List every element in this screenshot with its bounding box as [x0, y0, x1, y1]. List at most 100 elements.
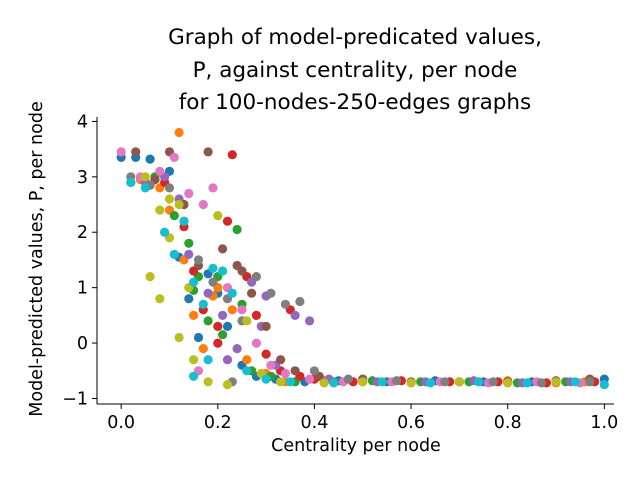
data-point-s4-p19 [222, 355, 233, 365]
data-point-s1-p5 [198, 344, 208, 354]
data-point-s0-p9 [222, 321, 233, 331]
axes [96, 117, 614, 405]
data-point-s7-p14 [392, 376, 402, 386]
chart-title-line-2: P, against centrality, per node [193, 58, 518, 83]
data-point-s7-p9 [266, 288, 276, 298]
data-point-s8-p16 [406, 378, 416, 388]
data-point-s7-p17 [536, 378, 547, 388]
data-point-s2-p3 [184, 238, 194, 248]
data-point-s8-p0 [140, 172, 150, 182]
data-point-s9-p21 [599, 380, 609, 390]
data-point-s5-p0 [131, 147, 141, 157]
data-point-s6-p12 [305, 374, 315, 384]
data-point-s6-p4 [184, 188, 194, 199]
data-point-s2-p6 [218, 330, 228, 340]
data-point-s6-p5 [198, 199, 208, 210]
data-point-s9-p9 [227, 288, 237, 298]
chart-title: Graph of model-predicated values, P, aga… [168, 25, 542, 115]
data-point-s9-p8 [218, 266, 228, 276]
data-point-s8-p1 [155, 205, 165, 215]
data-point-s2-p7 [232, 224, 242, 235]
data-point-s8-p10 [222, 380, 233, 390]
data-point-s4-p11 [305, 316, 315, 326]
y-axis-label: Model-predicted values, P, per node [27, 101, 47, 416]
chart-title-line-1: Graph of model-predicated values, [168, 25, 542, 50]
y-tick-label: 1 [77, 279, 88, 299]
x-tick-label: 0.2 [204, 413, 232, 433]
data-point-s8-p13 [276, 377, 286, 387]
data-point-s4-p3 [184, 249, 194, 259]
data-point-s0-p6 [193, 332, 204, 343]
chart-title-line-3: for 100-nodes-250-edges graphs [179, 90, 532, 115]
data-point-s7-p4 [193, 255, 204, 265]
data-point-s3-p10 [261, 349, 271, 359]
data-point-s9-p18 [474, 377, 484, 387]
data-point-s9-p6 [198, 299, 208, 309]
data-point-s5-p10 [276, 355, 286, 365]
data-point-s8-p4 [145, 272, 155, 282]
data-point-s6-p2 [155, 166, 165, 176]
data-point-s3-p5 [213, 338, 223, 348]
data-point-s8-p18 [503, 378, 513, 388]
data-point-s1-p18 [174, 127, 184, 138]
data-point-s7-p10 [280, 299, 290, 309]
data-point-s5-p11 [290, 366, 300, 376]
data-point-s8-p11 [242, 316, 252, 326]
data-point-s8-p19 [551, 377, 561, 387]
data-point-s8-p8 [203, 377, 213, 387]
data-point-s6-p3 [169, 152, 179, 162]
data-point-s0-p2 [145, 154, 155, 164]
x-tick-label: 0.6 [397, 413, 425, 433]
data-point-s7-p12 [309, 366, 319, 376]
data-point-s6-p9 [251, 338, 261, 348]
data-point-s6-p0 [116, 147, 126, 157]
data-point-s9-p1 [140, 183, 150, 193]
x-tick-label: 0.0 [107, 413, 135, 433]
data-point-s8-p14 [319, 378, 329, 388]
x-tick-label: 1.0 [590, 413, 618, 433]
y-tick-label: 4 [77, 112, 88, 132]
data-point-s9-p0 [126, 177, 136, 187]
data-point-s8-p7 [189, 355, 199, 365]
data-point-s5-p5 [203, 147, 213, 157]
data-point-s8-p3 [174, 199, 184, 210]
data-point-s9-p17 [425, 378, 435, 388]
x-tick-label: 0.4 [301, 413, 329, 433]
data-point-s3-p7 [227, 150, 237, 160]
data-point-s6-p10 [266, 360, 276, 370]
data-point-s8-p5 [155, 294, 165, 304]
data-point-s9-p20 [570, 377, 580, 387]
data-point-s3-p9 [251, 310, 261, 320]
data-point-s4-p6 [232, 344, 242, 354]
y-tick-label: 2 [77, 223, 88, 243]
data-point-s1-p4 [189, 310, 199, 320]
data-point-s9-p12 [242, 366, 252, 376]
data-point-s9-p14 [285, 377, 295, 387]
y-ticks: −1 0 1 2 3 4 [62, 112, 97, 409]
data-point-s8-p17 [454, 377, 464, 387]
x-ticks: 0.0 0.2 0.4 0.6 0.8 1.0 [107, 404, 618, 433]
data-point-s2-p2 [169, 211, 179, 221]
y-tick-label: −1 [62, 389, 88, 409]
data-point-s9-p13 [261, 374, 271, 384]
data-point-s5-p19 [237, 266, 247, 276]
data-point-s6-p8 [237, 305, 247, 315]
plot-points [116, 127, 609, 390]
data-point-s8-p15 [358, 377, 368, 387]
x-tick-label: 0.8 [494, 413, 522, 433]
data-point-s9-p7 [208, 263, 218, 273]
data-point-s9-p5 [189, 277, 199, 287]
data-point-s3-p21 [213, 321, 223, 331]
data-point-s8-p6 [174, 332, 184, 343]
data-point-s7-p2 [164, 183, 175, 193]
data-point-s7-p11 [295, 296, 305, 307]
y-tick-label: 3 [77, 168, 88, 188]
data-point-s4-p5 [218, 310, 228, 320]
data-point-s9-p11 [203, 355, 213, 365]
data-point-s3-p6 [222, 216, 233, 226]
data-point-s5-p9 [261, 321, 271, 331]
y-tick-label: 0 [77, 334, 88, 354]
data-point-s5-p6 [218, 244, 228, 254]
data-point-s1-p7 [227, 305, 237, 315]
